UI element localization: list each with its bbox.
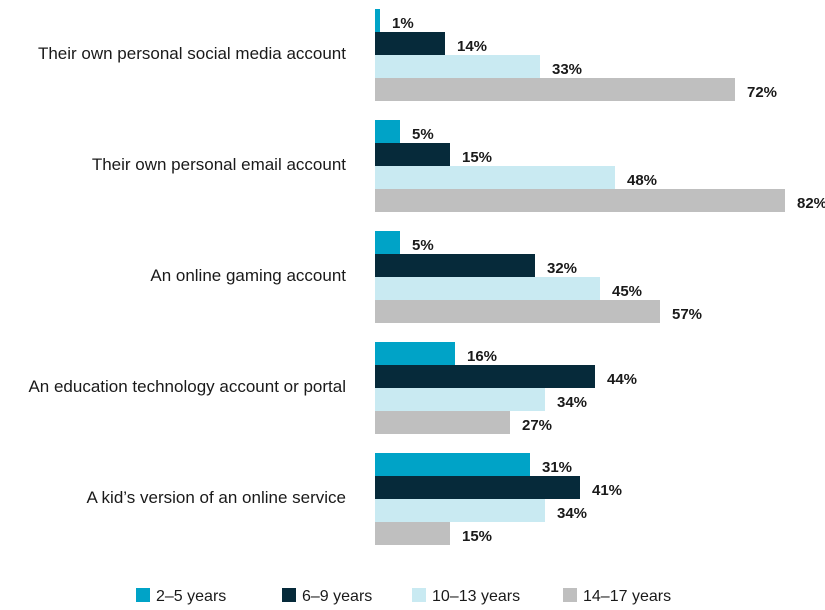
category-group-4: An education technology account or porta…	[28, 342, 637, 434]
data-label: 41%	[592, 482, 622, 499]
data-label: 15%	[462, 149, 492, 166]
bar-2-5-years-5	[375, 453, 530, 476]
bar-2-5-years-2	[375, 120, 400, 143]
bar-2-5-years-4	[375, 342, 455, 365]
category-group-1: Their own personal social media account 1…	[38, 9, 777, 101]
bar-6-9-years-5	[375, 476, 580, 499]
data-label: 45%	[612, 283, 642, 300]
data-label: 34%	[557, 394, 587, 411]
data-label: 5%	[412, 126, 434, 143]
data-label: 34%	[557, 505, 587, 522]
bar-14-17-years-5	[375, 522, 450, 545]
data-label: 5%	[412, 237, 434, 254]
legend-label: 2–5 years	[156, 588, 226, 605]
category-label: An education technology account or porta…	[28, 377, 346, 396]
data-label: 44%	[607, 371, 637, 388]
data-label: 57%	[672, 306, 702, 323]
bar-10-13-years-3	[375, 277, 600, 300]
data-label: 32%	[547, 260, 577, 277]
category-label: Their own personal email account	[92, 155, 346, 174]
legend-swatch-10-13-years	[412, 588, 426, 602]
data-label: 31%	[542, 459, 572, 476]
bar-6-9-years-3	[375, 254, 535, 277]
data-label: 82%	[797, 195, 825, 212]
data-label: 72%	[747, 84, 777, 101]
legend-swatch-14-17-years	[563, 588, 577, 602]
legend-label: 10–13 years	[432, 588, 520, 605]
bar-10-13-years-1	[375, 55, 540, 78]
data-label: 15%	[462, 528, 492, 545]
bar-6-9-years-1	[375, 32, 445, 55]
bar-2-5-years-3	[375, 231, 400, 254]
legend-label: 6–9 years	[302, 588, 372, 605]
bar-6-9-years-4	[375, 365, 595, 388]
bar-6-9-years-2	[375, 143, 450, 166]
bar-14-17-years-2	[375, 189, 785, 212]
data-label: 33%	[552, 61, 582, 78]
bar-14-17-years-1	[375, 78, 735, 101]
category-label: A kid’s version of an online service	[86, 488, 346, 507]
category-label: Their own personal social media account	[38, 44, 346, 63]
data-label: 27%	[522, 417, 552, 434]
legend-label: 14–17 years	[583, 588, 671, 605]
data-label: 1%	[392, 15, 414, 32]
data-label: 48%	[627, 172, 657, 189]
category-label: An online gaming account	[150, 266, 346, 285]
category-group-3: An online gaming account 5% 32% 45% 57%	[150, 231, 702, 323]
bar-10-13-years-5	[375, 499, 545, 522]
data-label: 16%	[467, 348, 497, 365]
bar-14-17-years-4	[375, 411, 510, 434]
bar-14-17-years-3	[375, 300, 660, 323]
legend-swatch-6-9-years	[282, 588, 296, 602]
category-group-2: Their own personal email account 5% 15% 48%…	[92, 120, 825, 212]
bar-2-5-years-1	[375, 9, 380, 32]
data-label: 14%	[457, 38, 487, 55]
bar-10-13-years-4	[375, 388, 545, 411]
category-group-5: A kid’s version of an online service 31% 4…	[86, 453, 622, 545]
bar-10-13-years-2	[375, 166, 615, 189]
legend: 2–5 years 6–9 years 10–13 years 14–17 years	[136, 588, 671, 605]
legend-swatch-2-5-years	[136, 588, 150, 602]
